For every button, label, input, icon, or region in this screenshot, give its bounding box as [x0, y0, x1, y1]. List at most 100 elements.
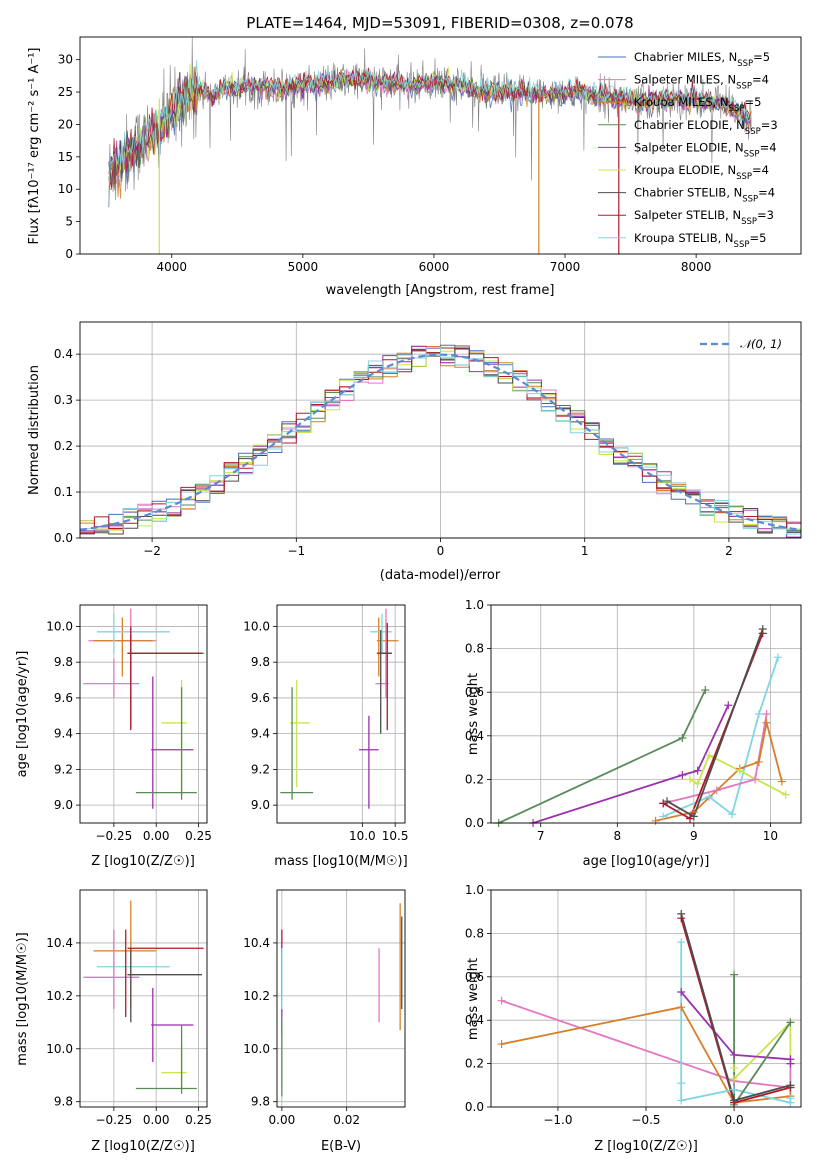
legend-entry: Salpeter STELIB, NSSP=3	[634, 208, 774, 227]
x-tick-label: 10	[763, 829, 778, 843]
weight-marker	[677, 1096, 686, 1105]
y-tick-label: 10.0	[46, 1042, 73, 1056]
x-tick-label: 0.02	[333, 1113, 360, 1127]
y-tick-label: 0.6	[465, 685, 484, 699]
y-tick-label: 0.4	[465, 729, 484, 743]
x-tick-label: 0.25	[185, 829, 212, 843]
axes-frame	[79, 321, 802, 539]
weight-marker	[677, 909, 686, 918]
weight-marker	[751, 775, 760, 784]
weight-marker	[730, 1074, 739, 1083]
legend-entry: Salpeter ELODIE, NSSP=4	[634, 140, 777, 159]
y-tick-label: 10.2	[46, 989, 73, 1003]
weight-vs-metallicity-panel: Z [log10(Z/Z☉)] mass weight −1.0 −0.5 0.0 0…	[465, 883, 802, 1154]
plot-area	[83, 608, 204, 809]
x-tick-label: 8	[613, 829, 621, 843]
weight-series-line	[662, 713, 768, 805]
weight-marker	[735, 766, 744, 775]
x-tick-label: 9	[690, 829, 698, 843]
x-tick-label: 7000	[550, 260, 581, 274]
y-tick-label: 9.4	[54, 727, 73, 741]
weight-z-xlabel: Z [log10(Z/Z☉)]	[594, 1139, 698, 1154]
residual-histogram	[80, 347, 801, 535]
y-tick-label: 10.0	[243, 1042, 270, 1056]
weight-series-line	[733, 974, 792, 1107]
weight-marker	[774, 653, 783, 662]
weight-age-xlabel: age [log10(age/yr)]	[583, 854, 710, 869]
weight-marker	[693, 779, 702, 788]
weight-vs-age-panel: age [log10(age/yr)] mass weight 7 8 9 10 0.0…	[465, 598, 802, 869]
weight-marker	[659, 799, 668, 808]
weight-marker	[730, 1096, 739, 1105]
weight-marker	[730, 970, 739, 979]
weight-series-line	[501, 999, 792, 1089]
weight-marker	[730, 1085, 739, 1094]
y-tick-label: 0.4	[465, 1013, 484, 1027]
weight-marker	[786, 1081, 795, 1090]
y-tick-label: 9.0	[251, 798, 270, 812]
mass-vs-extinction-panel: E(B-V) 0.00 0.02 9.8 10.0 10.2 10.4	[243, 889, 406, 1154]
plot-area	[281, 903, 403, 1097]
x-tick-label: 0	[437, 544, 445, 558]
mass-vs-metallicity-panel: Z [log10(Z/Z☉)] mass [log10(M/M☉)] −0.25…	[15, 889, 212, 1154]
axes-frame	[79, 36, 802, 255]
mass-z-ylabel: mass [log10(M/M☉)]	[15, 932, 30, 1065]
axes-frame	[490, 604, 802, 824]
model-spectrum-line	[108, 67, 752, 194]
y-tick-label: 1.0	[465, 598, 484, 612]
weight-marker	[677, 1003, 686, 1012]
y-tick-label: 0.8	[465, 642, 484, 656]
age-z-ylabel: age [log10(age/yr)]	[15, 651, 30, 778]
weight-marker	[728, 810, 737, 819]
y-tick-label: 10.2	[243, 989, 270, 1003]
weight-marker	[705, 792, 714, 801]
weight-marker	[724, 701, 733, 710]
y-tick-label: 0.2	[465, 772, 484, 786]
weight-marker	[762, 710, 771, 718]
y-tick-label: 9.8	[251, 1095, 270, 1109]
legend-entry: Salpeter MILES, NSSP=4	[634, 73, 769, 92]
axes-frame	[79, 604, 208, 824]
legend-entry: Kroupa STELIB, NSSP=5	[634, 231, 766, 250]
x-tick-label: 2	[725, 544, 733, 558]
weight-marker	[677, 1079, 686, 1088]
weight-marker	[686, 775, 695, 784]
age-vs-mass-panel: mass [log10(M/M☉)] 10.0 10.5 9.0 9.2 9.4 9.6 9…	[243, 604, 409, 869]
weight-marker	[659, 812, 668, 821]
legend-entry: Kroupa ELODIE, NSSP=4	[634, 163, 769, 182]
y-tick-label: 9.6	[251, 691, 270, 705]
y-tick-label: 0.2	[54, 439, 73, 453]
y-tick-label: 0.8	[465, 926, 484, 940]
x-tick-label: 0.0	[725, 1113, 744, 1127]
y-tick-label: 10.4	[46, 936, 73, 950]
y-tick-label: 0	[65, 247, 73, 261]
weight-marker	[762, 718, 771, 727]
x-tick-label: 10.0	[349, 829, 376, 843]
x-tick-label: 0.00	[143, 1113, 170, 1127]
axes-frame	[79, 889, 208, 1108]
spectrum-xlabel: wavelength [Angstrom, rest frame]	[326, 283, 555, 298]
x-tick-label: 5000	[288, 260, 319, 274]
weight-series-line	[498, 689, 707, 823]
residuals-panel: (data-model)/error Normed distribution −…	[27, 321, 802, 583]
y-tick-label: 10.4	[243, 936, 270, 950]
mass-ebv-xlabel: E(B-V)	[321, 1139, 361, 1154]
legend-entry: Chabrier MILES, NSSP=5	[634, 50, 770, 69]
x-tick-label: −0.25	[95, 1113, 132, 1127]
y-tick-label: 10.0	[243, 619, 270, 633]
weight-marker	[730, 1063, 739, 1072]
weight-marker	[663, 797, 672, 806]
residuals-ylabel: Normed distribution	[27, 365, 42, 495]
y-tick-label: 9.2	[251, 762, 270, 776]
weight-marker	[497, 996, 506, 1005]
weight-marker	[693, 766, 702, 775]
x-tick-label: −0.5	[631, 1113, 660, 1127]
axes-frame	[276, 889, 406, 1108]
legend-entry: 𝒩(0, 1)	[740, 337, 782, 351]
residual-histogram	[80, 346, 801, 535]
weight-series-line	[532, 704, 730, 823]
y-tick-label: 25	[58, 85, 73, 99]
weight-marker	[689, 812, 698, 821]
y-tick-label: 10.0	[46, 619, 73, 633]
